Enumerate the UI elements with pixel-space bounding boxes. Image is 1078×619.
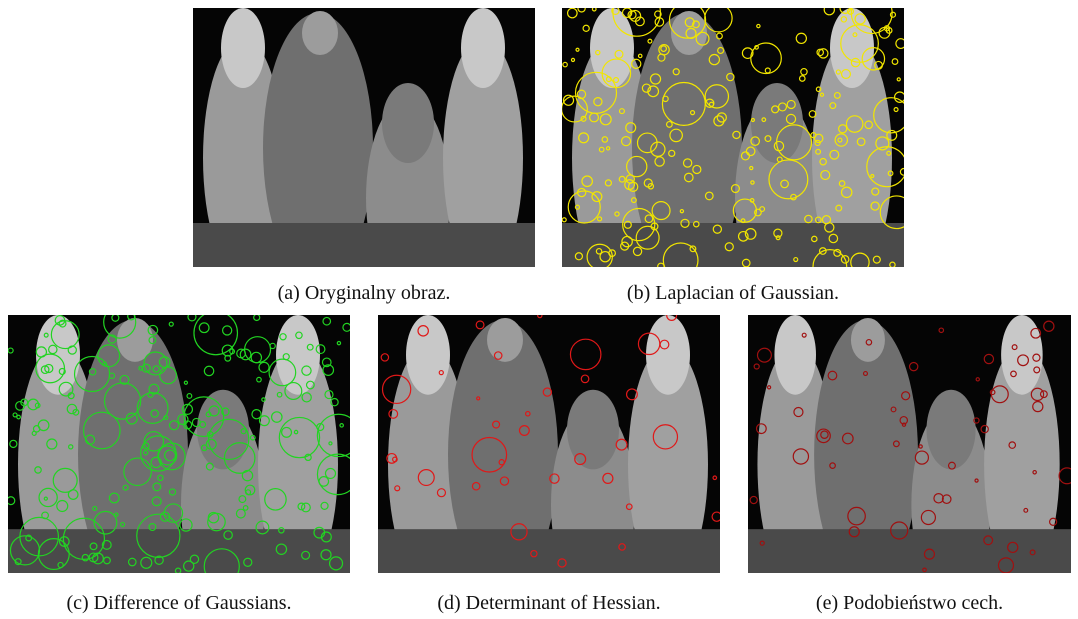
image-part [590,8,634,88]
image-part [487,318,523,362]
image-part [774,315,816,395]
caption: (d) Determinant of Hessian. [378,592,720,615]
image-part [406,315,450,395]
image-part [36,315,80,395]
image-part [378,529,720,573]
image-log [562,8,904,267]
caption: (e) Podobieństwo cech. [748,592,1071,615]
image-dog [8,315,350,573]
image-part [221,8,265,88]
image-part [646,315,690,395]
image-part [748,529,1071,573]
image-part [461,8,505,88]
caption: (b) Laplacian of Gaussian. [562,282,904,305]
image-part [193,223,535,267]
image-features [748,315,1071,573]
caption: (c) Difference of Gaussians. [8,592,350,615]
image-part [927,390,976,470]
image-doh [378,315,720,573]
image-part [382,83,434,163]
image-part [8,529,350,573]
image-part [751,83,803,163]
image-part [302,11,338,55]
image-original [193,8,535,267]
figure: (a) Oryginalny obraz. (b) Laplacian of G… [0,0,1078,619]
caption: (a) Oryginalny obraz. [193,282,535,305]
